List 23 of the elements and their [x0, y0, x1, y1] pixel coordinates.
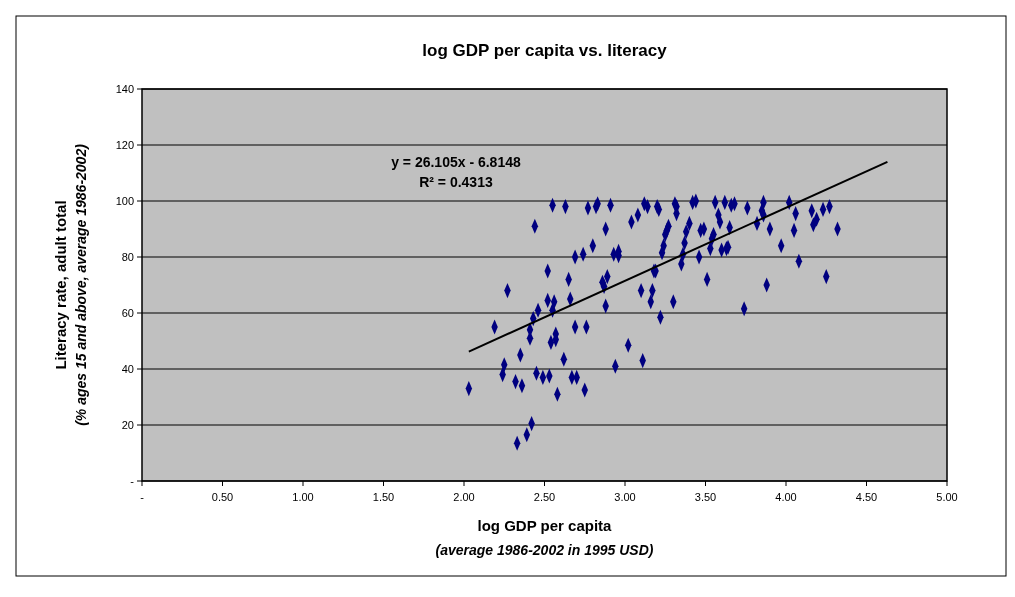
- y-tick-label: 120: [115, 138, 134, 151]
- y-axis-title: Literacy rate, adult total (% ages 15 and above, average 1986-2002): [52, 143, 89, 426]
- x-tick-label: 0.50: [211, 491, 234, 503]
- x-tick-label: 4.00: [775, 491, 797, 503]
- x-tick-label: 1.50: [372, 491, 395, 503]
- x-tick-label: 1.00: [292, 491, 314, 503]
- x-tick-label: 3.50: [694, 491, 717, 503]
- y-tick-label: 140: [115, 82, 134, 95]
- y-tick-label: 60: [121, 306, 134, 319]
- x-tick-label: 3.00: [614, 491, 636, 503]
- y-tick-label: 20: [121, 418, 134, 431]
- chart-title: log GDP per capita vs. literacy: [422, 41, 668, 60]
- y-tick-label: 40: [121, 362, 134, 375]
- x-tick-label: -: [140, 491, 145, 503]
- x-tick-label: 2.50: [533, 491, 556, 503]
- y-tick-label: 100: [115, 194, 134, 207]
- x-tick-label: 5.00: [936, 491, 958, 503]
- x-axis-title: log GDP per capita (average 1986-2002 in 1995 USD): [435, 517, 654, 558]
- annotation: y = 26.105x - 6.8148 R² = 0.4313: [391, 154, 521, 191]
- y-tick-label: 80: [121, 250, 134, 263]
- x-tick-label: 2.00: [453, 491, 475, 503]
- x-tick-label: 4.50: [855, 491, 878, 503]
- y-tick-label: -: [130, 474, 135, 487]
